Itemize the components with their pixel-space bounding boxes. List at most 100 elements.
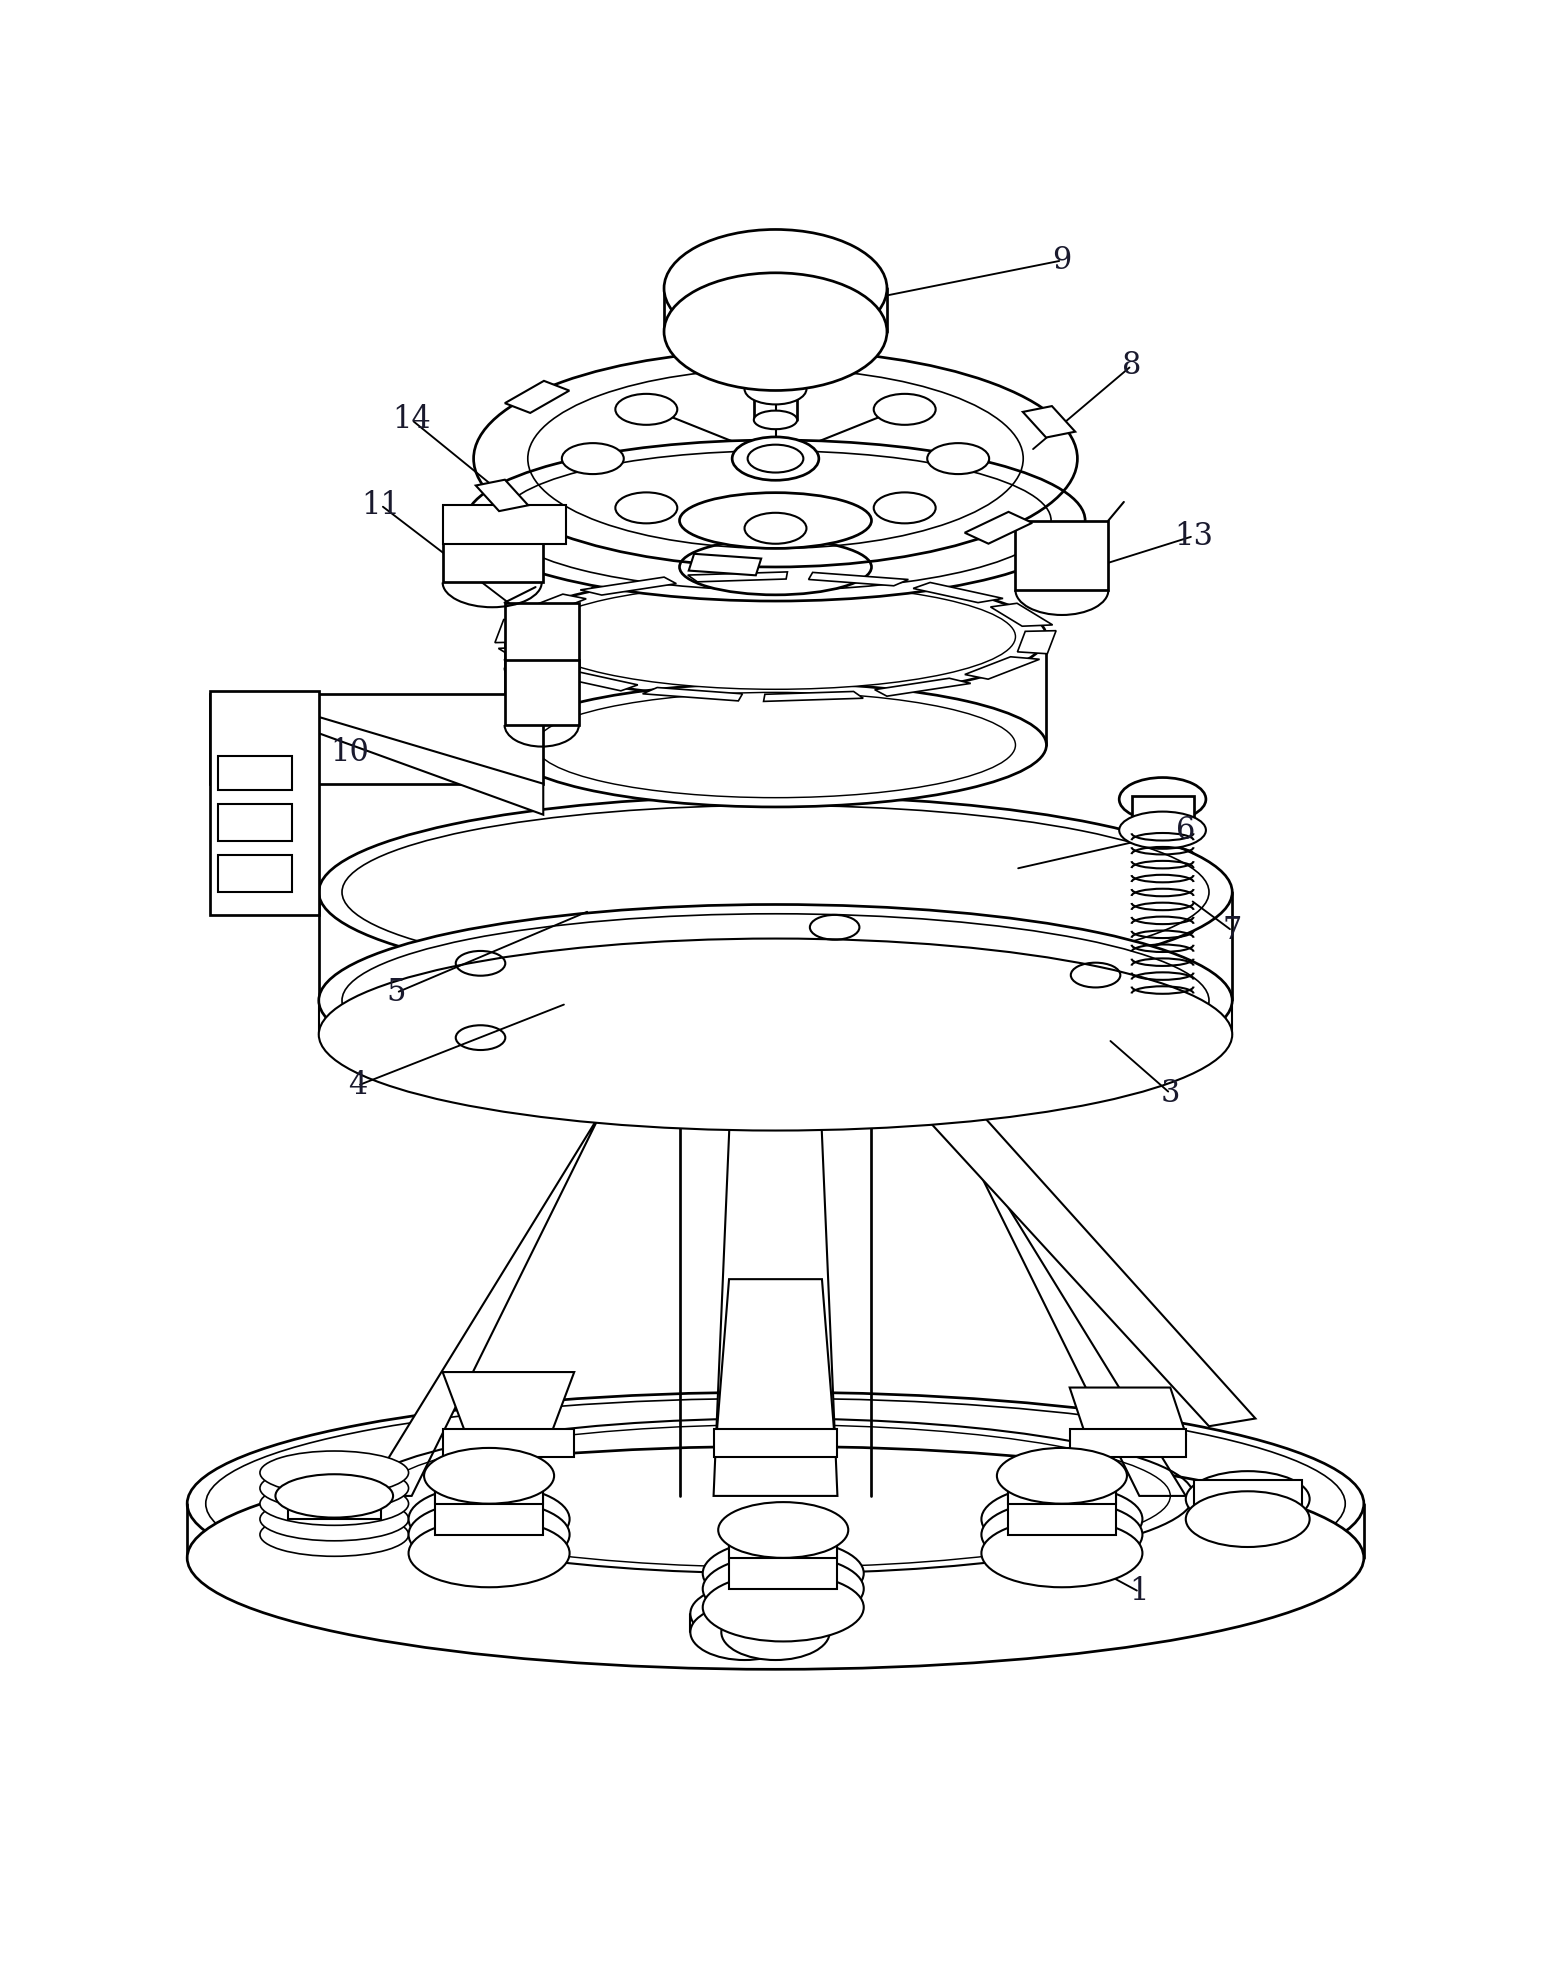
Text: 9: 9 xyxy=(1052,244,1072,276)
Bar xyxy=(442,504,566,544)
Ellipse shape xyxy=(616,394,678,426)
Polygon shape xyxy=(875,678,971,695)
Text: 1: 1 xyxy=(1129,1576,1149,1608)
Polygon shape xyxy=(991,603,1053,626)
Ellipse shape xyxy=(261,1513,408,1556)
Ellipse shape xyxy=(261,1466,408,1509)
Polygon shape xyxy=(495,619,534,642)
Ellipse shape xyxy=(188,1393,1363,1615)
Ellipse shape xyxy=(1120,812,1207,849)
Bar xyxy=(219,804,293,841)
Ellipse shape xyxy=(465,439,1086,601)
Ellipse shape xyxy=(261,1452,408,1495)
Text: 3: 3 xyxy=(1160,1078,1180,1109)
Ellipse shape xyxy=(873,394,935,426)
Polygon shape xyxy=(211,693,543,816)
Ellipse shape xyxy=(873,492,935,524)
Ellipse shape xyxy=(732,437,819,481)
Text: 7: 7 xyxy=(1222,916,1242,946)
Ellipse shape xyxy=(744,374,807,404)
Bar xyxy=(219,756,293,790)
Bar xyxy=(1008,1474,1117,1503)
Ellipse shape xyxy=(679,492,872,548)
Ellipse shape xyxy=(1120,778,1207,821)
Polygon shape xyxy=(1017,630,1056,654)
Ellipse shape xyxy=(721,1604,830,1661)
Ellipse shape xyxy=(535,691,1016,798)
Text: 4: 4 xyxy=(347,1070,368,1101)
Ellipse shape xyxy=(343,806,1208,979)
Polygon shape xyxy=(364,953,679,1495)
Ellipse shape xyxy=(408,1519,569,1588)
Ellipse shape xyxy=(1187,1491,1309,1546)
Bar xyxy=(729,1527,838,1590)
Polygon shape xyxy=(789,343,862,362)
Polygon shape xyxy=(442,1371,574,1434)
Bar xyxy=(442,512,543,583)
Ellipse shape xyxy=(718,1501,848,1558)
Polygon shape xyxy=(808,573,909,585)
Polygon shape xyxy=(642,688,743,701)
Bar xyxy=(1194,1479,1301,1519)
Text: 13: 13 xyxy=(1174,520,1213,552)
Polygon shape xyxy=(763,691,864,701)
Bar xyxy=(442,1430,574,1458)
Ellipse shape xyxy=(261,1497,408,1541)
Polygon shape xyxy=(498,646,560,670)
Ellipse shape xyxy=(690,1586,799,1641)
Ellipse shape xyxy=(206,1399,1345,1609)
Ellipse shape xyxy=(423,1448,554,1503)
Ellipse shape xyxy=(320,938,1231,1131)
Ellipse shape xyxy=(408,1485,569,1552)
Ellipse shape xyxy=(982,1485,1143,1552)
Bar xyxy=(504,660,579,725)
Text: 11: 11 xyxy=(361,491,400,520)
Ellipse shape xyxy=(982,1519,1143,1588)
Bar xyxy=(434,1474,543,1535)
Polygon shape xyxy=(687,571,788,581)
Ellipse shape xyxy=(748,445,803,473)
Text: 14: 14 xyxy=(392,404,431,435)
Ellipse shape xyxy=(320,904,1231,1097)
Polygon shape xyxy=(476,479,529,510)
Bar xyxy=(434,1474,543,1503)
Ellipse shape xyxy=(261,1481,408,1525)
Ellipse shape xyxy=(982,1501,1143,1568)
Polygon shape xyxy=(965,512,1033,544)
Ellipse shape xyxy=(679,540,872,595)
Polygon shape xyxy=(548,670,637,691)
Ellipse shape xyxy=(754,410,797,429)
Bar xyxy=(211,693,543,784)
Ellipse shape xyxy=(616,492,678,524)
Bar xyxy=(1008,1474,1117,1535)
Polygon shape xyxy=(506,380,569,414)
Ellipse shape xyxy=(408,1501,569,1568)
Ellipse shape xyxy=(664,272,887,390)
Ellipse shape xyxy=(320,796,1231,989)
Polygon shape xyxy=(1070,1387,1187,1434)
Polygon shape xyxy=(872,953,1187,1495)
Ellipse shape xyxy=(504,684,1047,808)
Polygon shape xyxy=(717,1279,834,1434)
Polygon shape xyxy=(713,953,838,1495)
Bar xyxy=(211,691,320,916)
Bar xyxy=(288,1491,380,1519)
Bar xyxy=(219,855,293,892)
Ellipse shape xyxy=(703,1554,864,1623)
Text: 6: 6 xyxy=(1176,816,1196,845)
Ellipse shape xyxy=(343,914,1208,1087)
Ellipse shape xyxy=(927,443,990,475)
Ellipse shape xyxy=(1187,1472,1309,1527)
Ellipse shape xyxy=(703,1574,864,1641)
Polygon shape xyxy=(914,583,1003,603)
Text: 5: 5 xyxy=(386,977,406,1009)
Ellipse shape xyxy=(664,229,887,347)
Ellipse shape xyxy=(276,1474,392,1517)
Ellipse shape xyxy=(690,1604,799,1661)
Ellipse shape xyxy=(561,443,624,475)
Ellipse shape xyxy=(188,1446,1363,1669)
Text: 8: 8 xyxy=(1121,351,1142,382)
Ellipse shape xyxy=(997,1448,1128,1503)
Polygon shape xyxy=(965,656,1039,680)
Bar xyxy=(1132,796,1194,829)
